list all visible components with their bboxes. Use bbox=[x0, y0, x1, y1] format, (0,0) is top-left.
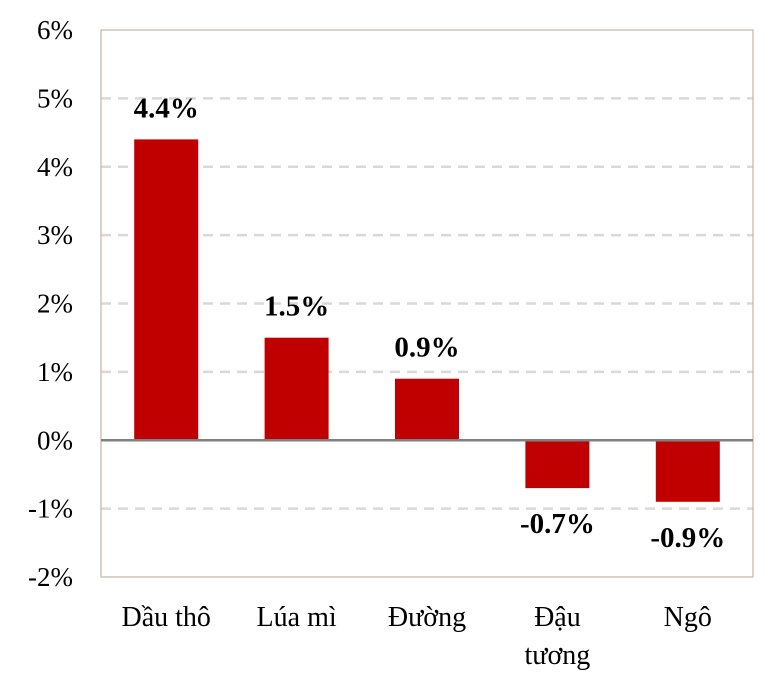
y-tick-label: 4% bbox=[37, 152, 73, 182]
y-axis: 6% 5% 4% 3% 2% 1% 0% -1% -2% bbox=[28, 15, 73, 592]
bar bbox=[264, 337, 329, 441]
bar bbox=[134, 139, 199, 441]
y-tick-label: 5% bbox=[37, 83, 73, 113]
plot-frame bbox=[100, 29, 754, 578]
y-tick-label: 1% bbox=[37, 357, 73, 387]
x-tick-label: tương bbox=[525, 640, 591, 671]
gridlines bbox=[101, 97, 753, 510]
y-tick-label: -2% bbox=[28, 562, 73, 592]
x-axis: Dầu thô Lúa mì Đường Đậu tương Ngô bbox=[121, 602, 711, 671]
data-label: 0.9% bbox=[394, 332, 459, 364]
y-tick-label: 6% bbox=[37, 15, 73, 45]
data-label: 1.5% bbox=[264, 291, 329, 323]
y-tick-label: 0% bbox=[37, 425, 73, 455]
data-label: 4.4% bbox=[134, 92, 199, 124]
data-label: -0.9% bbox=[650, 522, 725, 554]
x-tick-label: Ngô bbox=[664, 602, 712, 633]
bar bbox=[525, 440, 590, 489]
y-tick-label: -1% bbox=[28, 494, 73, 524]
y-tick-label: 2% bbox=[37, 289, 73, 319]
y-tick-label: 3% bbox=[37, 220, 73, 250]
bar bbox=[395, 378, 459, 441]
data-label: -0.7% bbox=[520, 508, 595, 540]
bar bbox=[655, 440, 720, 502]
bars bbox=[134, 139, 720, 502]
x-tick-label: Đậu bbox=[534, 602, 581, 633]
x-tick-label: Dầu thô bbox=[121, 602, 210, 633]
x-tick-label: Đường bbox=[388, 602, 466, 633]
x-tick-label: Lúa mì bbox=[257, 602, 337, 633]
data-labels: 4.4% 1.5% 0.9% -0.7% -0.9% bbox=[134, 92, 726, 553]
